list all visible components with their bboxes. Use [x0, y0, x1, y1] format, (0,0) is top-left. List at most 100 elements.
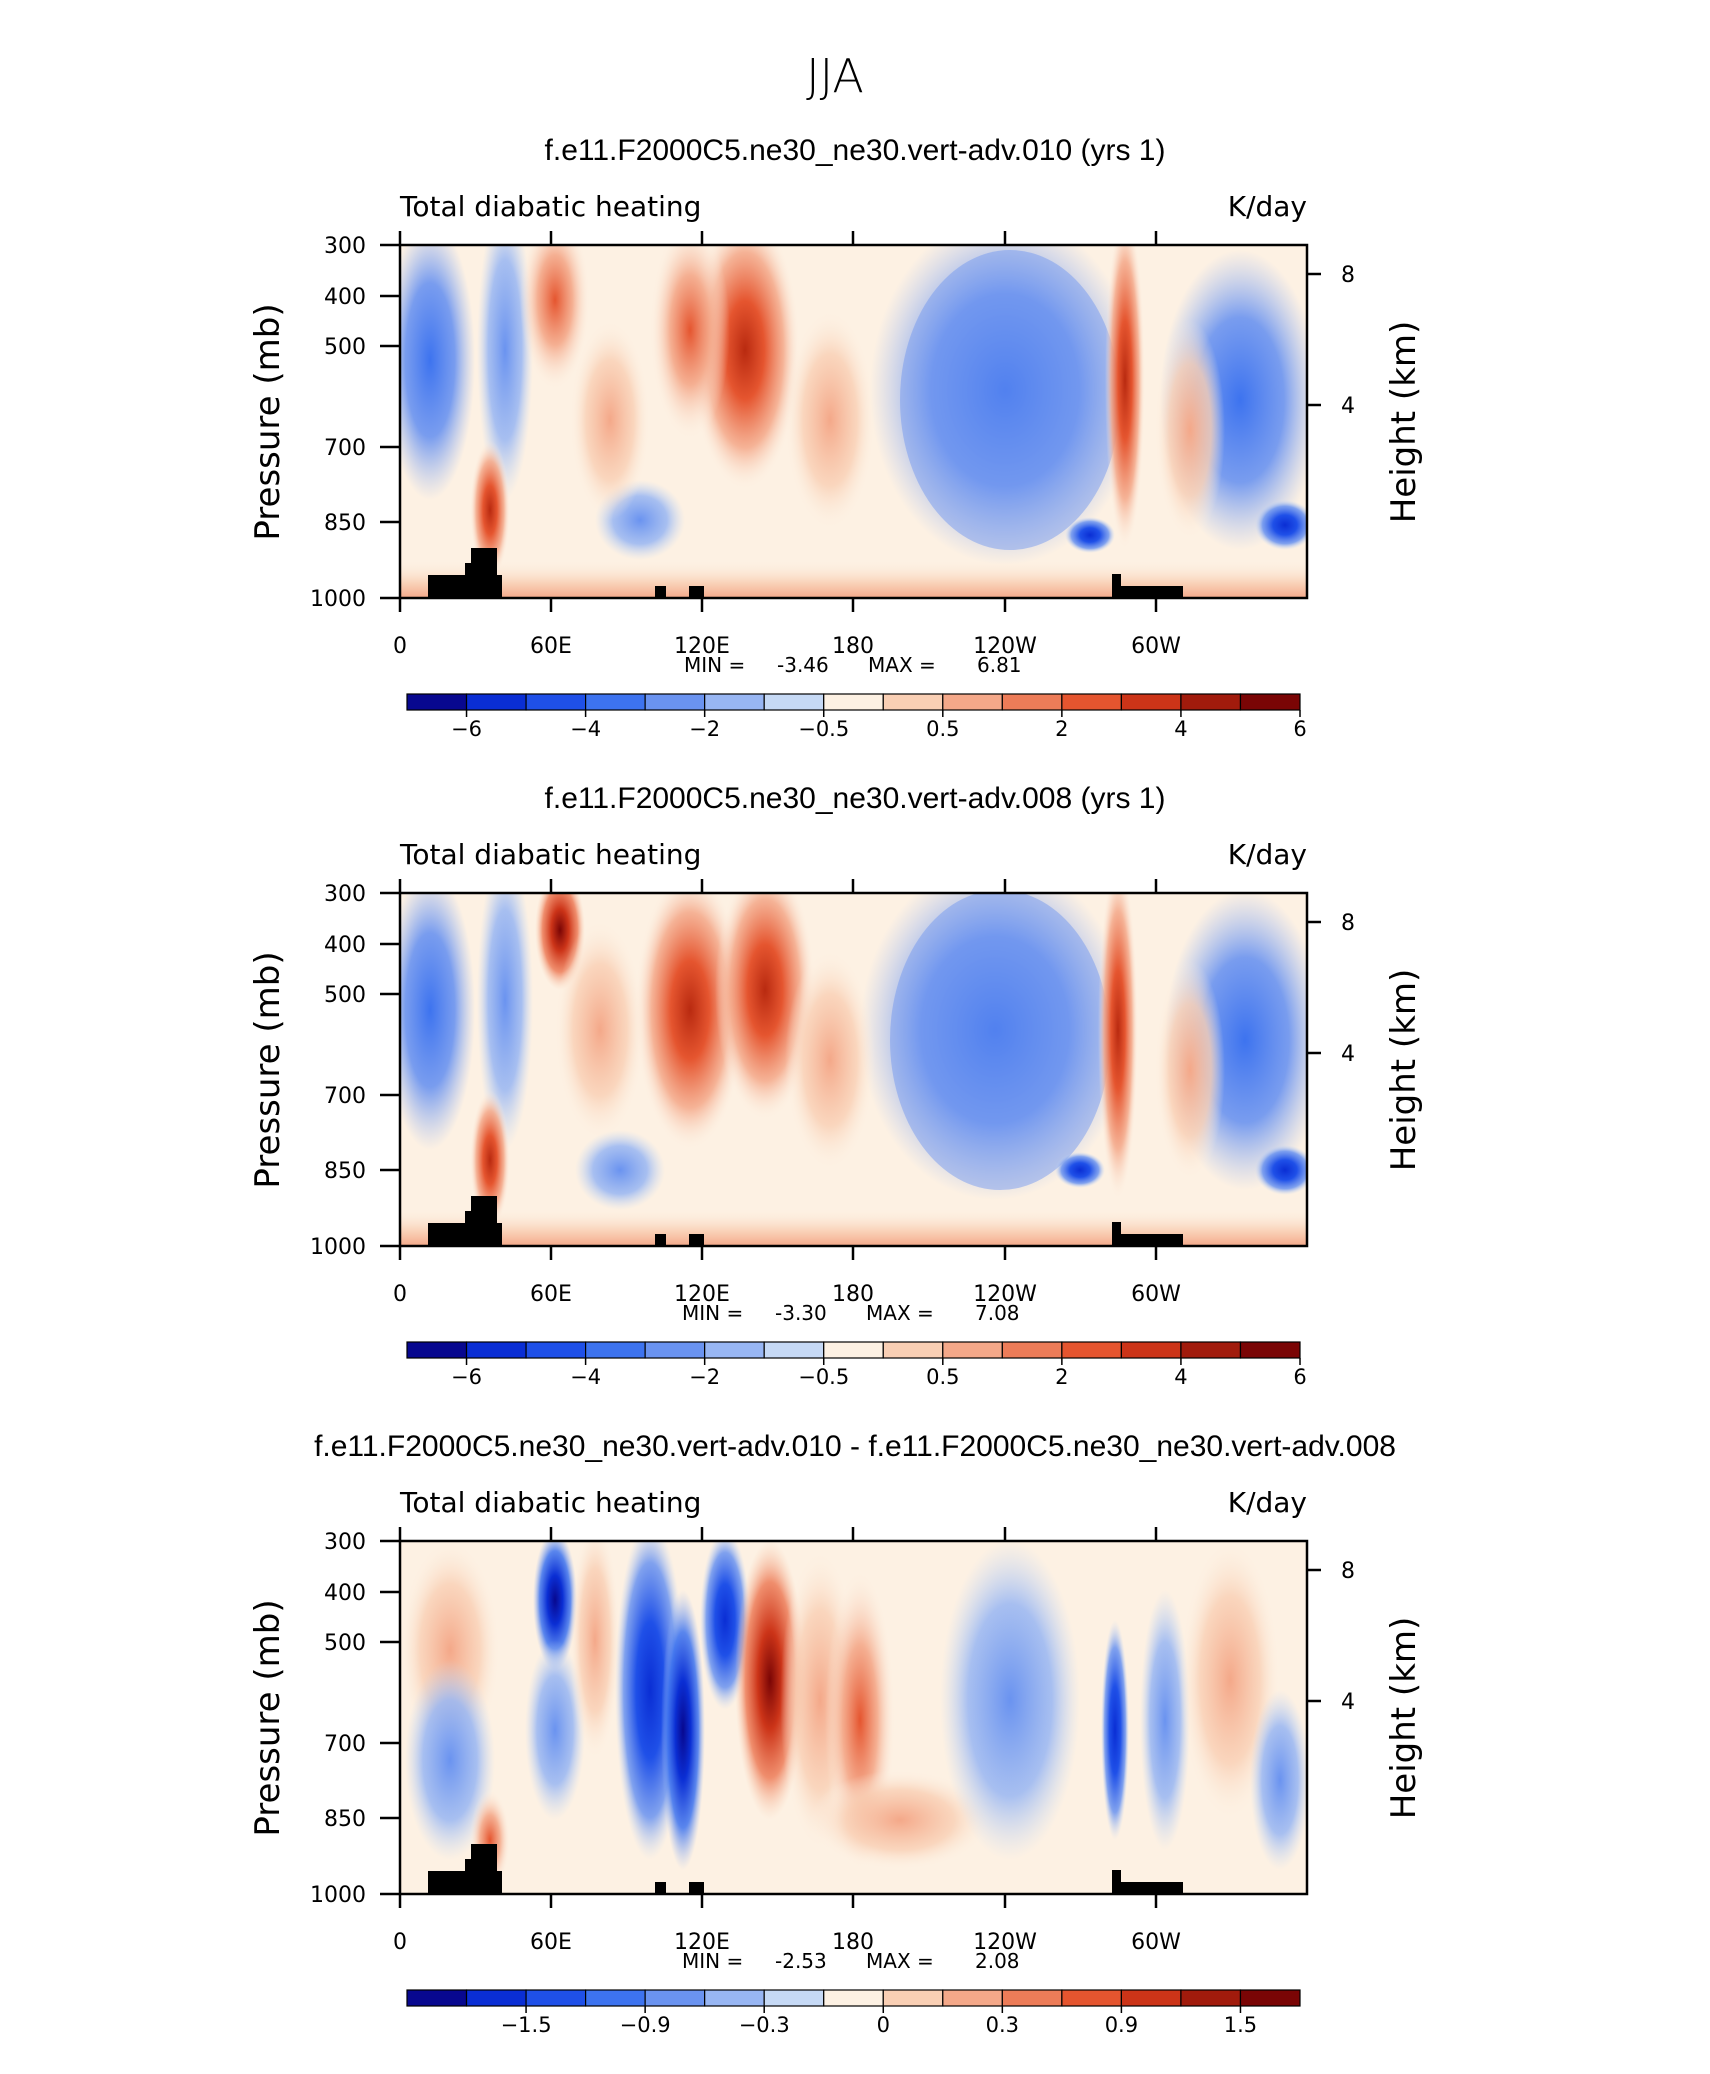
colorbar-label: 0.5 [926, 717, 959, 741]
colorbar-box [465, 1341, 527, 1359]
panel-3-y-axis-label: Pressure (mb) [248, 1599, 288, 1836]
colorbar-label: 6 [1293, 717, 1306, 741]
colorbar-label: 0.3 [986, 2013, 1019, 2037]
panel-1-x-tick-label: 60E [530, 634, 572, 659]
panel-2-y-ticks [380, 891, 1321, 1248]
panel-2-y-tick-label: 700 [324, 1084, 366, 1109]
colorbar-box [1120, 1989, 1182, 2007]
colorbar-box [644, 1989, 706, 2007]
panel-1-x-tick-label: 60W [1131, 634, 1181, 659]
panel-1-y-axis-label: Pressure (mb) [248, 303, 288, 540]
panel-1-max-label: MAX = [868, 653, 936, 677]
colorbar-box [525, 1341, 587, 1359]
colorbar-box [406, 1341, 468, 1359]
panel-3-y-tick-label: 700 [324, 1732, 366, 1757]
colorbar-box [1001, 1989, 1063, 2007]
panel-2-x-tick-label: 120W [973, 1282, 1037, 1307]
colorbar-label: 0.5 [926, 1365, 959, 1389]
panel-1-y-right-axis-label: Height (km) [1384, 321, 1424, 524]
colorbar-label: 4 [1174, 717, 1187, 741]
colorbar-label: −0.5 [798, 1365, 849, 1389]
colorbar-box [584, 1989, 646, 2007]
colorbar-label: 6 [1293, 1365, 1306, 1389]
panel-1-y-tick-label: 700 [324, 436, 366, 461]
colorbar-box [763, 693, 825, 711]
panel-3-min-value: -2.53 [775, 1949, 827, 1973]
panel-3-x-tick-label: 120E [674, 1930, 730, 1955]
colorbar-box [525, 693, 587, 711]
panel-2-units-label: K/day [1228, 838, 1307, 871]
colorbar-box [406, 693, 468, 711]
panel-3-x-tick-label: 120W [973, 1930, 1037, 1955]
panel-3-min-label: MIN = [682, 1949, 743, 1973]
panel-2-y-tick-label: 300 [324, 882, 366, 907]
panel-3-y-tick-label: 1000 [310, 1883, 366, 1908]
panel-2-y-tick-label: 1000 [310, 1235, 366, 1260]
colorbar-box [1239, 693, 1301, 711]
panel-3-variable-label: Total diabatic heating [399, 1486, 701, 1519]
colorbar-label: 2 [1055, 1365, 1068, 1389]
colorbar-box [1239, 1341, 1301, 1359]
panel-1-x-tick-label: 180 [832, 634, 874, 659]
colorbar-label: −0.3 [739, 2013, 790, 2037]
panel-1-variable-label: Total diabatic heating [399, 190, 701, 223]
colorbar-label: 4 [1174, 1365, 1187, 1389]
colorbar-box [584, 693, 646, 711]
panel-1-y-tick-label: 850 [324, 511, 366, 536]
panel-3-colorbar: −1.5 −0.9 −0.3 0 0.3 0.9 1.5 [406, 1989, 1301, 2037]
colorbar-box [823, 1989, 884, 2007]
panel-3-y-tick-label: 300 [324, 1530, 366, 1555]
panel-1-min-value: -3.46 [777, 653, 829, 677]
panel-3-units-label: K/day [1228, 1486, 1307, 1519]
colorbar-box [1061, 1989, 1123, 2007]
colorbar-box [525, 1989, 587, 2007]
panel-2-y-axis-label: Pressure (mb) [248, 951, 288, 1188]
panel-2-max-value: 7.08 [975, 1301, 1020, 1325]
panel-1-field [400, 245, 1307, 598]
colorbar-label: −6 [451, 717, 482, 741]
colorbar-box [584, 1341, 646, 1359]
panel-3-x-tick-label: 60E [530, 1930, 572, 1955]
panel-2-height-tick-label: 8 [1341, 911, 1355, 936]
colorbar-box [1120, 693, 1182, 711]
colorbar-box [644, 693, 706, 711]
colorbar-box [704, 1989, 765, 2007]
panel-1-y-ticks [380, 243, 1321, 600]
colorbar-label: 0.9 [1105, 2013, 1138, 2037]
panel-1: f.e11.F2000C5.ne30_ne30.vert-adv.010 (yr… [248, 134, 1424, 741]
panel-1-x-tick-label: 120W [973, 634, 1037, 659]
panel-2-y-right-axis-label: Height (km) [1384, 969, 1424, 1172]
panel-3: f.e11.F2000C5.ne30_ne30.vert-adv.010 - f… [248, 1430, 1424, 2037]
panel-1-y-tick-label: 1000 [310, 587, 366, 612]
panel-1-max-value: 6.81 [977, 653, 1022, 677]
colorbar-box [823, 693, 884, 711]
colorbar-box [1239, 1989, 1301, 2007]
colorbar-box [1180, 693, 1242, 711]
colorbar-label: −2 [689, 717, 720, 741]
panel-3-field [400, 1541, 1307, 1894]
colorbar-box [644, 1341, 706, 1359]
panel-2-max-label: MAX = [866, 1301, 934, 1325]
colorbar-box [1001, 1341, 1063, 1359]
panel-2-y-tick-label: 500 [324, 983, 366, 1008]
colorbar-label: −6 [451, 1365, 482, 1389]
colorbar-box [763, 1341, 825, 1359]
panel-1-y-tick-label: 500 [324, 335, 366, 360]
panel-1-y-tick-label: 300 [324, 234, 366, 259]
colorbar-label: 0 [877, 2013, 890, 2037]
panel-3-y-tick-label: 500 [324, 1631, 366, 1656]
panel-1-units-label: K/day [1228, 190, 1307, 223]
colorbar-box [704, 693, 765, 711]
panel-2: f.e11.F2000C5.ne30_ne30.vert-adv.008 (yr… [248, 782, 1424, 1389]
panel-3-x-tick-label: 180 [832, 1930, 874, 1955]
colorbar-box [823, 1341, 884, 1359]
colorbar-box [942, 693, 1003, 711]
panel-2-x-ticks [398, 879, 1158, 1260]
panel-1-x-ticks [398, 231, 1158, 612]
panel-1-x-tick-label: 0 [393, 634, 407, 659]
colorbar-box [1180, 1341, 1242, 1359]
panel-1-colorbar: −6 −4 −2 −0.5 0.5 2 4 6 [406, 693, 1307, 741]
panel-3-x-tick-label: 60W [1131, 1930, 1181, 1955]
panel-2-title: f.e11.F2000C5.ne30_ne30.vert-adv.008 (yr… [545, 782, 1166, 815]
